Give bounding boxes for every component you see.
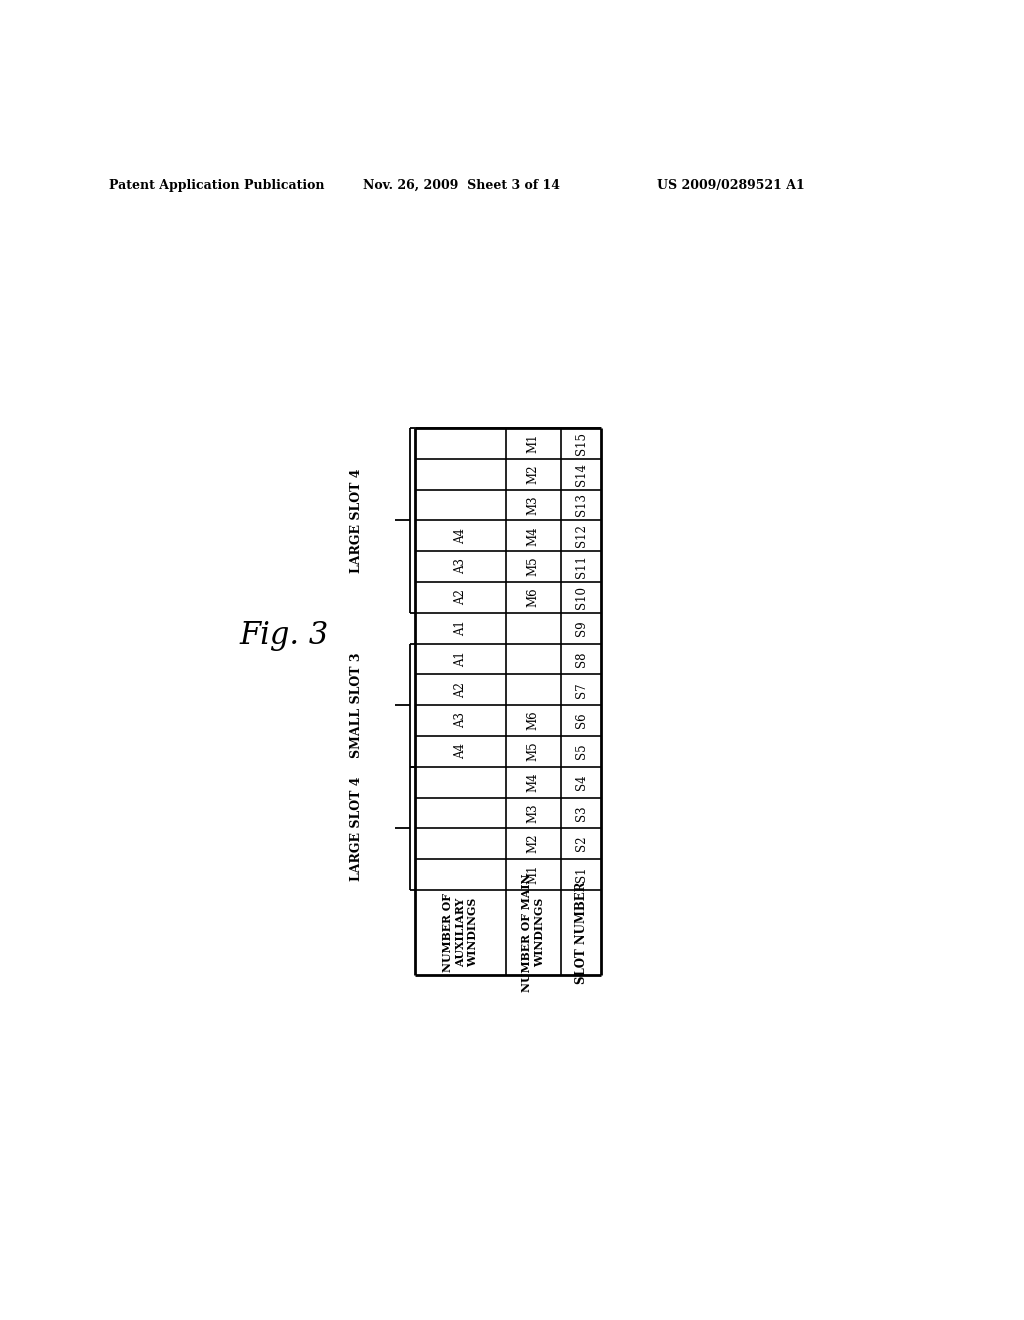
Text: A1: A1 — [454, 620, 467, 636]
Text: Patent Application Publication: Patent Application Publication — [109, 178, 325, 191]
Text: S4: S4 — [574, 775, 588, 789]
Text: Nov. 26, 2009  Sheet 3 of 14: Nov. 26, 2009 Sheet 3 of 14 — [364, 178, 560, 191]
Text: M2: M2 — [526, 834, 540, 854]
Text: M1: M1 — [526, 865, 540, 884]
Text: M1: M1 — [526, 433, 540, 453]
Text: M5: M5 — [526, 557, 540, 577]
Text: M5: M5 — [526, 742, 540, 762]
Text: A3: A3 — [454, 713, 467, 729]
Text: A4: A4 — [454, 528, 467, 544]
Text: S6: S6 — [574, 713, 588, 729]
Text: A1: A1 — [454, 651, 467, 667]
Text: SLOT NUMBER: SLOT NUMBER — [574, 880, 588, 983]
Text: S15: S15 — [574, 432, 588, 455]
Text: US 2009/0289521 A1: US 2009/0289521 A1 — [657, 178, 805, 191]
Text: M2: M2 — [526, 465, 540, 484]
Text: LARGE SLOT 4: LARGE SLOT 4 — [349, 776, 362, 880]
Text: M3: M3 — [526, 803, 540, 822]
Text: S10: S10 — [574, 586, 588, 609]
Text: A2: A2 — [454, 589, 467, 606]
Text: S14: S14 — [574, 462, 588, 486]
Text: S11: S11 — [574, 556, 588, 578]
Text: S2: S2 — [574, 836, 588, 851]
Text: S1: S1 — [574, 867, 588, 882]
Text: M6: M6 — [526, 587, 540, 607]
Text: S12: S12 — [574, 524, 588, 546]
Text: A4: A4 — [454, 743, 467, 759]
Text: M3: M3 — [526, 495, 540, 515]
Text: NUMBER OF MAIN
WINDINGS: NUMBER OF MAIN WINDINGS — [521, 873, 545, 991]
Text: LARGE SLOT 4: LARGE SLOT 4 — [349, 469, 362, 573]
Text: M4: M4 — [526, 525, 540, 545]
Text: S5: S5 — [574, 743, 588, 759]
Text: S7: S7 — [574, 682, 588, 697]
Text: NUMBER OF
AUXILIARY
WINDINGS: NUMBER OF AUXILIARY WINDINGS — [441, 892, 478, 972]
Text: S8: S8 — [574, 651, 588, 667]
Text: Fig. 3: Fig. 3 — [240, 620, 329, 651]
Text: S9: S9 — [574, 620, 588, 636]
Text: A2: A2 — [454, 681, 467, 698]
Text: SMALL SLOT 3: SMALL SLOT 3 — [349, 652, 362, 758]
Text: S13: S13 — [574, 494, 588, 516]
Text: S3: S3 — [574, 805, 588, 821]
Text: A3: A3 — [454, 558, 467, 574]
Text: M4: M4 — [526, 772, 540, 792]
Text: M6: M6 — [526, 710, 540, 730]
